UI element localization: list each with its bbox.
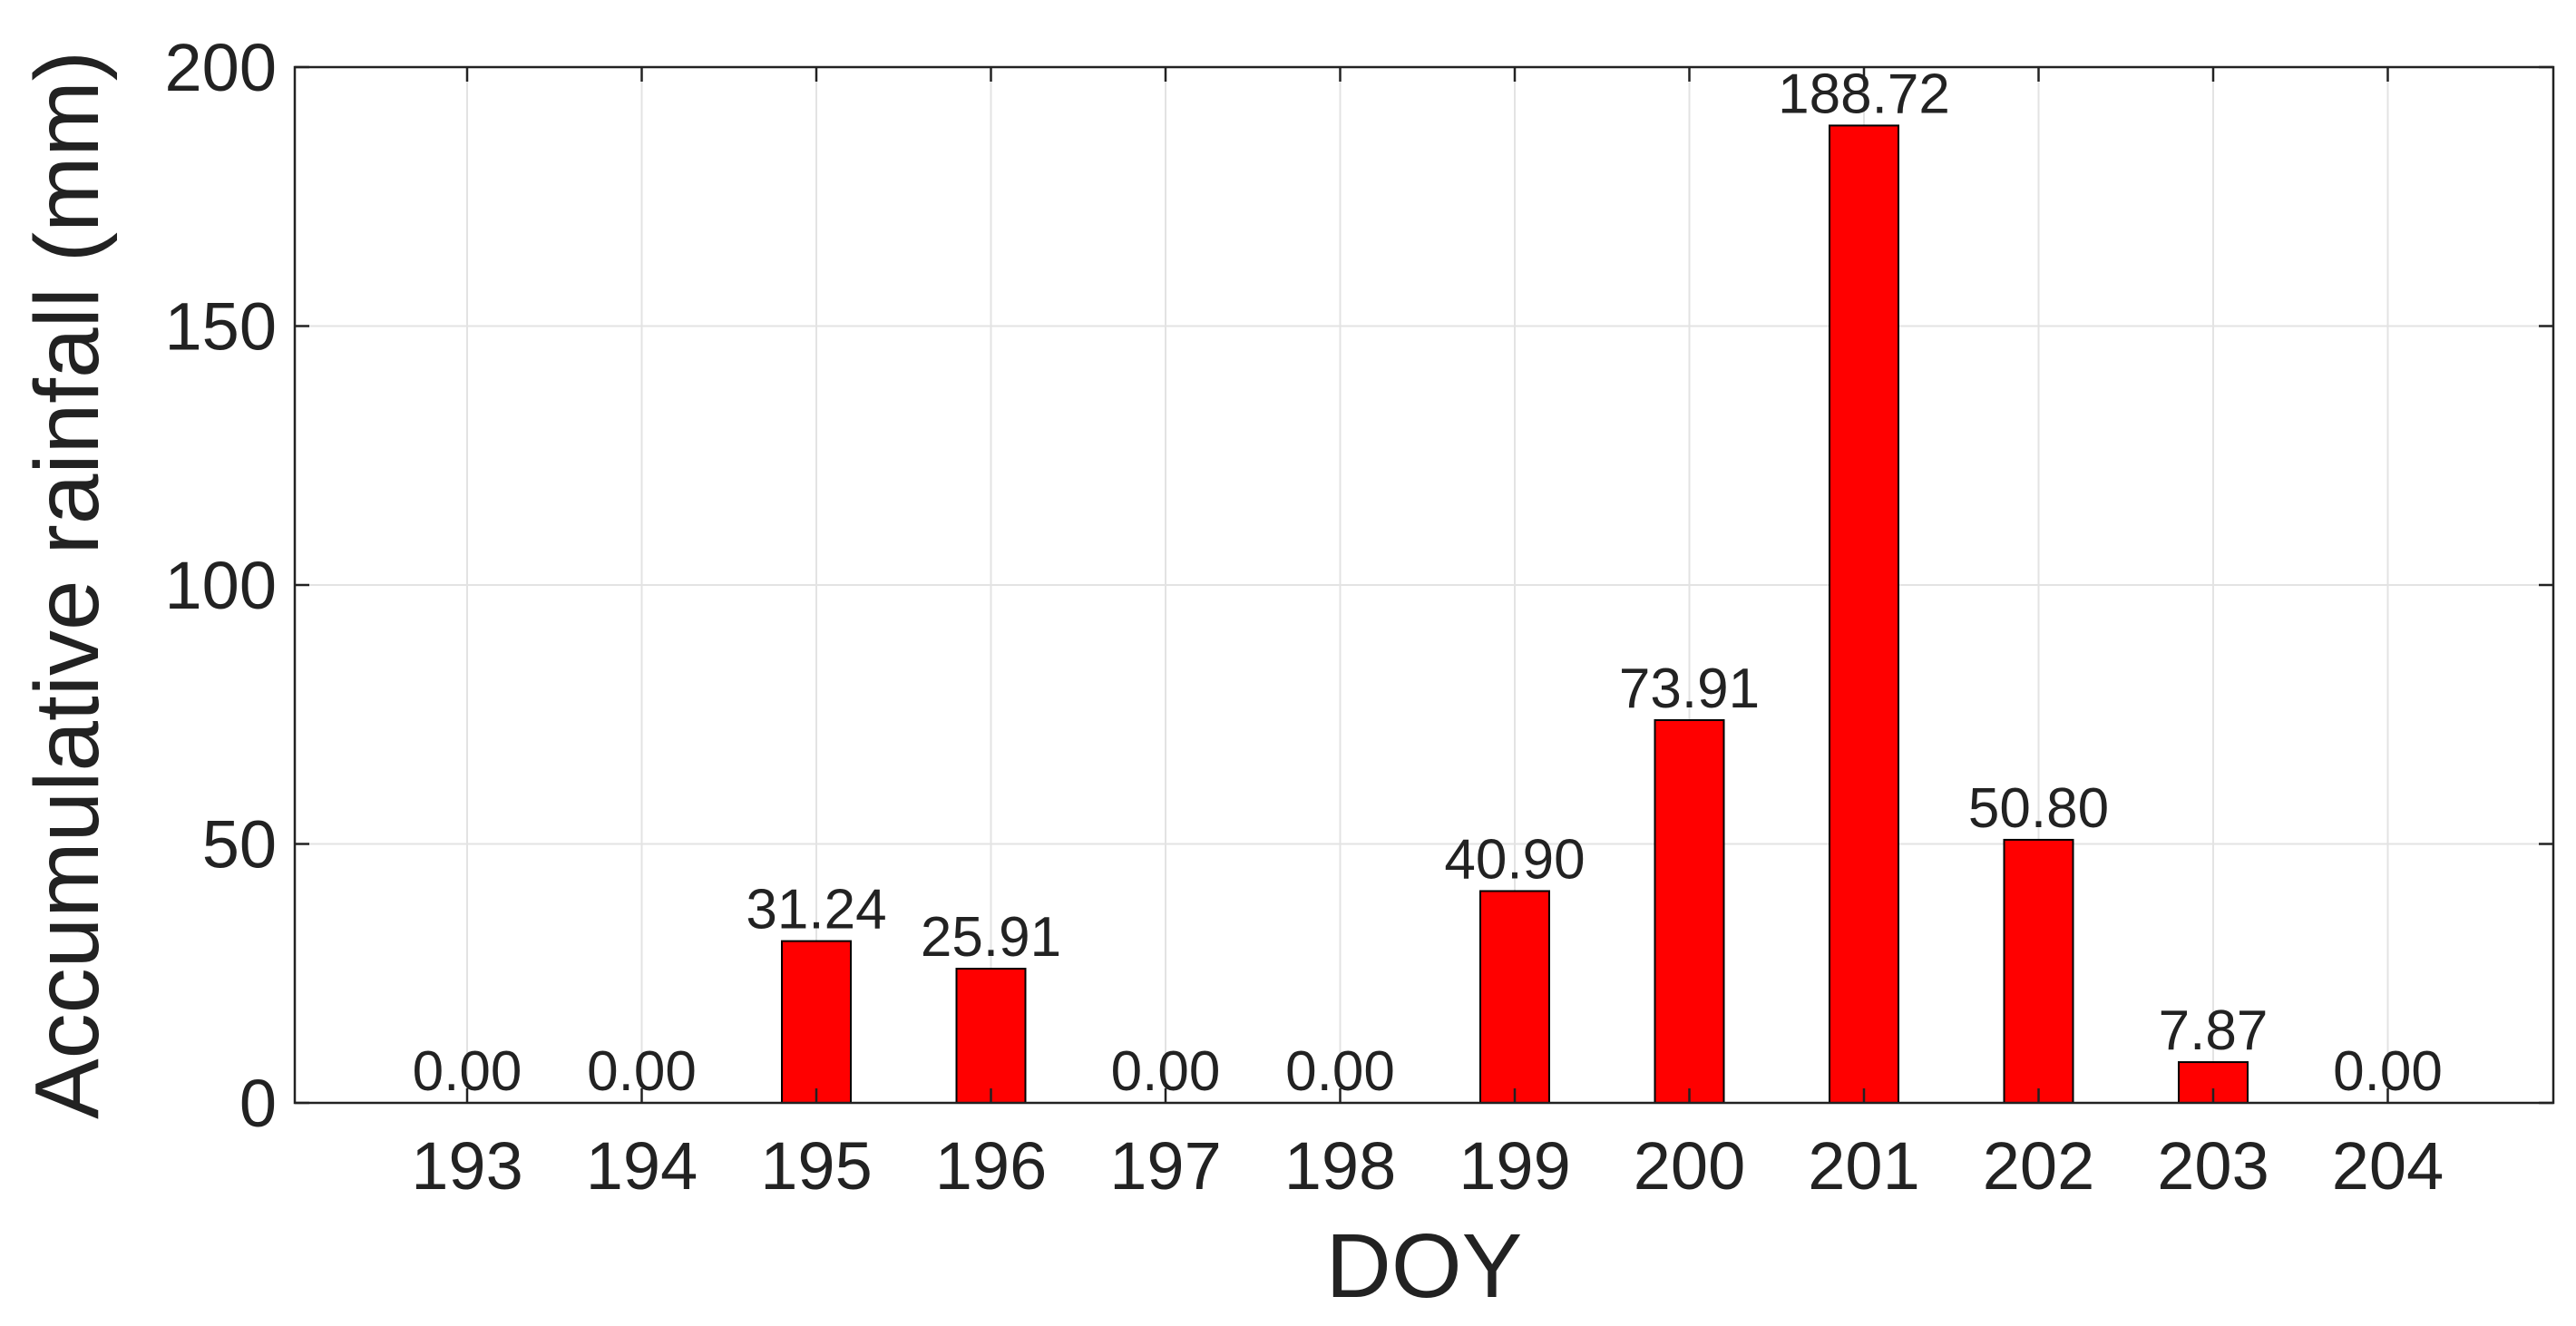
bars-layer: [781, 124, 2249, 1105]
bar-201: [1829, 124, 1899, 1104]
x-tick-label-202: 202: [1983, 1128, 2094, 1204]
y-tick-label: 50: [202, 807, 277, 882]
data-label-201: 188.72: [1778, 63, 1950, 125]
data-label-202: 50.80: [1968, 777, 2109, 840]
data-label-194: 0.00: [587, 1040, 697, 1103]
bar-195: [781, 940, 852, 1105]
x-tick-label-194: 194: [586, 1128, 698, 1204]
y-axis-title: Accumulative rainfall (mm): [16, 51, 118, 1119]
y-tick-label: 150: [165, 289, 277, 365]
data-label-203: 7.87: [2159, 999, 2269, 1062]
y-tick-label: 200: [165, 30, 277, 105]
y-tick-label: 100: [165, 548, 277, 623]
x-axis-title: DOY: [1326, 1215, 1523, 1317]
x-tick-label-203: 203: [2157, 1128, 2269, 1204]
labels-layer: 0 50 100 150 200 193 0.00 194 0.00 195 31.24 196 25.…: [165, 30, 2444, 1204]
x-tick-label-199: 199: [1459, 1128, 1570, 1204]
x-tick-label-198: 198: [1284, 1128, 1396, 1204]
ticks-layer: [295, 65, 2553, 1105]
x-tick-label-193: 193: [411, 1128, 522, 1204]
x-tick-label-204: 204: [2332, 1128, 2444, 1204]
x-tick-label-195: 195: [760, 1128, 872, 1204]
data-label-199: 40.90: [1444, 828, 1585, 891]
data-label-195: 31.24: [746, 879, 886, 941]
bar-200: [1654, 718, 1725, 1104]
x-tick-label-197: 197: [1109, 1128, 1221, 1204]
x-tick-label-196: 196: [935, 1128, 1047, 1204]
x-tick-label-201: 201: [1808, 1128, 1919, 1204]
bar-196: [955, 968, 1027, 1105]
data-label-193: 0.00: [413, 1040, 522, 1103]
bar-202: [2003, 838, 2074, 1104]
data-label-196: 25.91: [921, 906, 1061, 969]
grid-layer: [295, 67, 2553, 1103]
x-tick-label-200: 200: [1634, 1128, 1745, 1204]
bar-199: [1479, 890, 1550, 1104]
data-label-204: 0.00: [2333, 1040, 2443, 1103]
data-label-198: 0.00: [1285, 1040, 1395, 1103]
data-label-200: 73.91: [1619, 658, 1760, 720]
y-tick-label: 0: [239, 1066, 277, 1141]
data-label-197: 0.00: [1111, 1040, 1221, 1103]
